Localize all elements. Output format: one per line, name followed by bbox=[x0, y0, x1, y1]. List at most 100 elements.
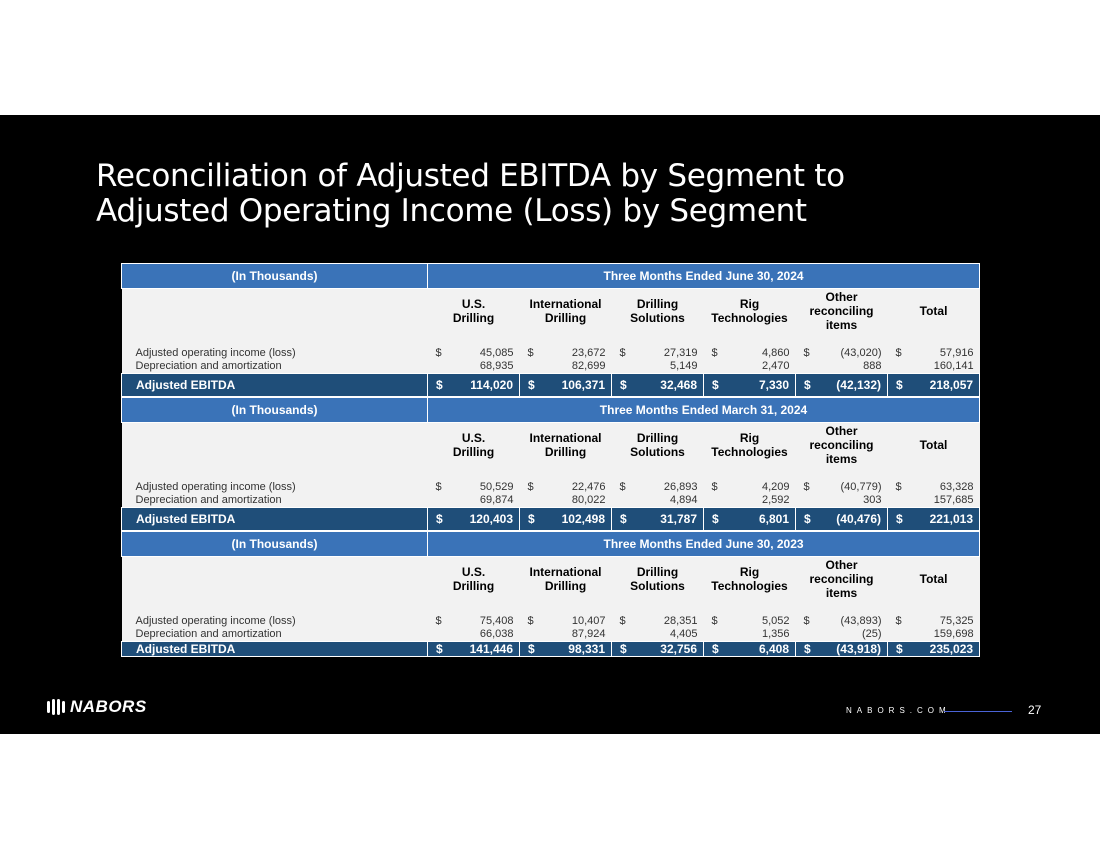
value: 159,698 bbox=[933, 628, 974, 640]
total-label: Adjusted EBITDA bbox=[121, 641, 428, 657]
value: (40,779) bbox=[840, 481, 882, 493]
column-header: International Drilling bbox=[519, 556, 612, 601]
total-value-cell: $ (40,476) bbox=[795, 507, 888, 531]
period-label: Three Months Ended June 30, 2023 bbox=[426, 531, 981, 557]
period-label: Three Months Ended March 31, 2024 bbox=[427, 397, 980, 423]
slide-title-line-1: Reconciliation of Adjusted EBITDA by Seg… bbox=[96, 158, 845, 194]
value: 4,209 bbox=[761, 481, 790, 493]
value-cell: $28,351 bbox=[611, 601, 704, 628]
column-header-line: reconciling bbox=[809, 304, 874, 318]
total-value: (42,132) bbox=[836, 378, 881, 392]
row-label: Depreciation and amortization bbox=[121, 628, 428, 642]
column-header-line: Total bbox=[919, 304, 948, 318]
total-value: (43,918) bbox=[836, 642, 881, 656]
total-label: Adjusted EBITDA bbox=[121, 373, 428, 397]
currency-symbol: $ bbox=[619, 347, 626, 359]
value: 1,356 bbox=[761, 628, 790, 640]
column-header-line: reconciling bbox=[809, 572, 874, 586]
value-cell: $75,408 bbox=[427, 601, 520, 628]
value: (43,893) bbox=[840, 615, 882, 627]
total-value-cell: $120,403 bbox=[427, 507, 520, 531]
slide-title: Reconciliation of Adjusted EBITDA by Seg… bbox=[96, 159, 996, 229]
column-header-line: Drilling bbox=[544, 445, 587, 459]
column-header-line: International bbox=[529, 431, 602, 445]
currency-symbol: $ bbox=[620, 378, 627, 392]
column-header-row: U.S. Drilling International Drilling Drillin… bbox=[121, 288, 981, 333]
column-header-row: U.S. Drilling International Drilling Drillin… bbox=[121, 422, 980, 467]
currency-symbol: $ bbox=[804, 642, 811, 656]
row-label: Depreciation and amortization bbox=[121, 360, 428, 374]
value-cell: $26,893 bbox=[611, 467, 704, 494]
column-header-line: Technologies bbox=[711, 311, 788, 325]
row-label: Adjusted operating income (loss) bbox=[121, 601, 428, 628]
column-header: Drilling Solutions bbox=[611, 288, 704, 333]
column-header-row: U.S. Drilling International Drilling Drillin… bbox=[121, 556, 981, 601]
column-header: Other reconciling items bbox=[795, 556, 888, 601]
currency-symbol: $ bbox=[436, 642, 443, 656]
value: 45,085 bbox=[479, 347, 514, 359]
currency-symbol: $ bbox=[435, 347, 442, 359]
value-cell: (25) bbox=[795, 628, 888, 642]
value-cell: 69,874 bbox=[427, 494, 520, 508]
total-value: 32,756 bbox=[660, 642, 697, 656]
value: 157,685 bbox=[933, 494, 974, 506]
value-cell: $75,325 bbox=[887, 601, 980, 628]
column-header-line: Drilling bbox=[636, 297, 679, 311]
value-cell: $23,672 bbox=[519, 333, 612, 360]
column-header-line: Rig bbox=[739, 297, 760, 311]
value-cell: $63,328 bbox=[887, 467, 980, 494]
value: (25) bbox=[861, 628, 882, 640]
total-row: Adjusted EBITDA $120,403 $102,498 $31,787 $6… bbox=[121, 507, 980, 531]
total-value-cell: $141,446 bbox=[427, 641, 520, 657]
column-header: Total bbox=[887, 556, 981, 601]
total-value-cell: $32,468 bbox=[611, 373, 704, 397]
currency-symbol: $ bbox=[527, 347, 534, 359]
segment-table: (In Thousands) Three Months Ended June 30… bbox=[121, 263, 981, 397]
currency-symbol: $ bbox=[803, 481, 810, 493]
column-header: Rig Technologies bbox=[703, 288, 796, 333]
currency-symbol: $ bbox=[528, 512, 535, 526]
slide: Reconciliation of Adjusted EBITDA by Seg… bbox=[0, 115, 1100, 734]
value-cell: 82,699 bbox=[519, 360, 612, 374]
total-value-cell: $102,498 bbox=[519, 507, 612, 531]
column-header: Drilling Solutions bbox=[611, 556, 704, 601]
total-value-cell: $31,787 bbox=[611, 507, 704, 531]
value: 2,592 bbox=[761, 494, 790, 506]
column-header-line: Other bbox=[825, 290, 858, 304]
value-cell: 87,924 bbox=[519, 628, 612, 642]
total-value-cell: $32,756 bbox=[611, 641, 704, 657]
column-header-line: items bbox=[825, 452, 858, 466]
total-value-cell: $98,331 bbox=[519, 641, 612, 657]
currency-symbol: $ bbox=[435, 615, 442, 627]
column-header: International Drilling bbox=[519, 288, 612, 333]
column-header-line: Rig bbox=[739, 431, 760, 445]
total-value: 6,801 bbox=[758, 512, 789, 526]
currency-symbol: $ bbox=[804, 378, 811, 392]
column-header: U.S. Drilling bbox=[427, 422, 520, 467]
column-header: Drilling Solutions bbox=[611, 422, 704, 467]
footer-url[interactable]: NABORS.COM bbox=[846, 706, 951, 715]
value: 22,476 bbox=[571, 481, 606, 493]
currency-symbol: $ bbox=[896, 642, 903, 656]
column-header: Other reconciling items bbox=[795, 288, 888, 333]
total-value-cell: $6,801 bbox=[703, 507, 796, 531]
value: 888 bbox=[863, 360, 882, 372]
total-value: 235,023 bbox=[929, 642, 974, 656]
value-cell: $ (40,779) bbox=[795, 467, 888, 494]
column-header: Total bbox=[887, 422, 980, 467]
total-value: 141,446 bbox=[469, 642, 513, 656]
column-header: International Drilling bbox=[519, 422, 612, 467]
column-header-line: Other bbox=[825, 424, 858, 438]
total-value: 7,330 bbox=[758, 378, 789, 392]
value: 303 bbox=[863, 494, 882, 506]
units-label: (In Thousands) bbox=[121, 397, 428, 423]
total-value: 218,057 bbox=[929, 378, 974, 392]
value-cell: 5,149 bbox=[611, 360, 704, 374]
segment-table: (In Thousands) Three Months Ended June 30… bbox=[121, 531, 981, 657]
currency-symbol: $ bbox=[619, 481, 626, 493]
total-value: (40,476) bbox=[836, 512, 881, 526]
row-label: Adjusted operating income (loss) bbox=[121, 467, 428, 494]
currency-symbol: $ bbox=[435, 481, 442, 493]
column-header-line: Drilling bbox=[452, 311, 495, 325]
value: 82,699 bbox=[571, 360, 606, 372]
